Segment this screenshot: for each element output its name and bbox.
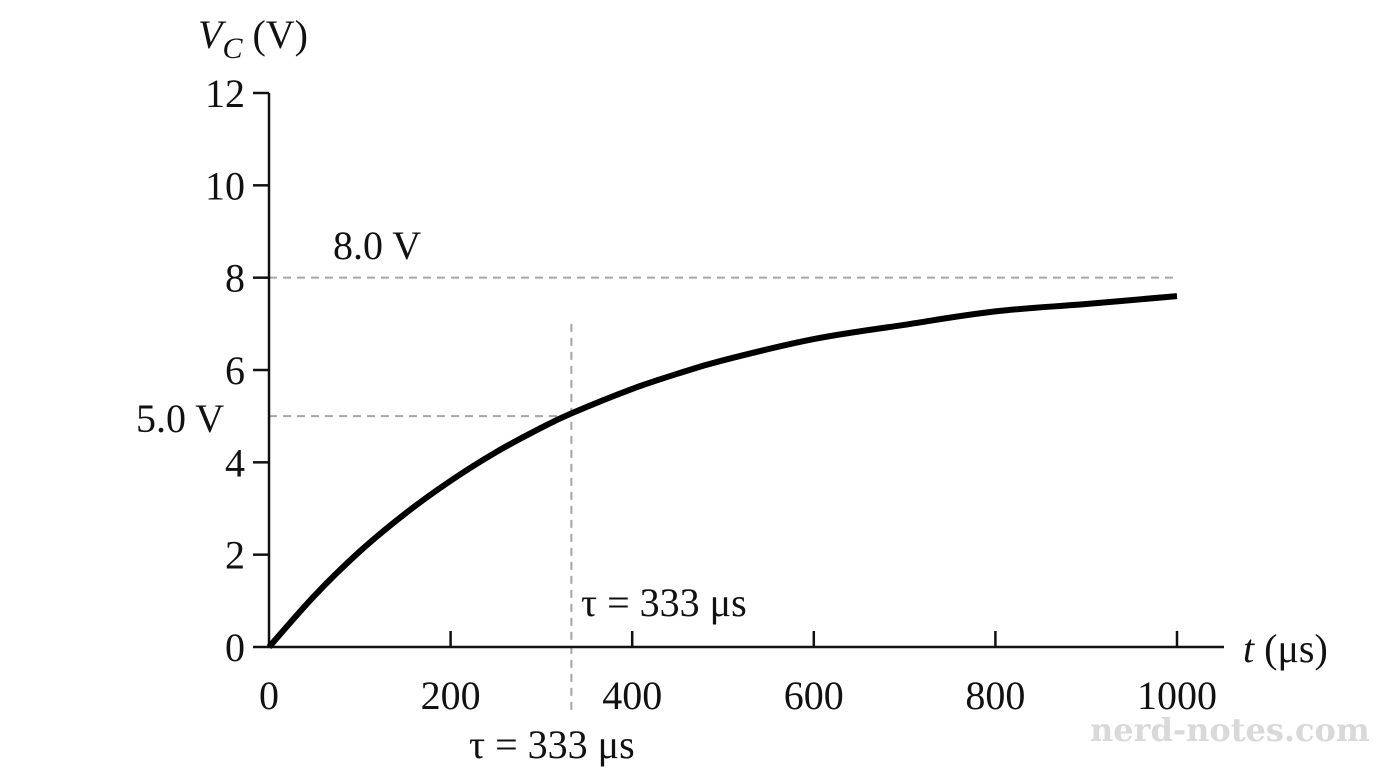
x-tick-label: 600 [784,673,844,718]
annotation-tau-upper: τ = 333 μs [581,580,747,625]
annotation-tau-lower: τ = 333 μs [469,722,635,767]
y-tick-label: 12 [205,71,245,116]
y-ticks: 0 2 4 6 8 10 12 [205,71,269,670]
x-ticks: 0 200 400 600 800 1000 [259,631,1217,718]
y-axis-subscript: C [222,32,243,65]
y-tick-label: 2 [225,533,245,578]
y-tick-label: 10 [205,163,245,208]
annotation-5v: 5.0 V [136,396,224,441]
x-axis-unit: (μs) [1254,626,1328,671]
y-axis-unit: (V) [242,12,308,57]
watermark: nerd-notes.com [1090,711,1370,749]
x-tick-label: 200 [421,673,481,718]
y-tick-label: 4 [225,440,245,485]
x-tick-label: 0 [259,673,279,718]
annotation-8v: 8.0 V [333,223,421,268]
x-axis-var: t [1243,626,1255,671]
y-axis-title: VC (V) [198,12,308,65]
series-line [266,293,1178,649]
x-tick-label: 800 [965,673,1025,718]
y-tick-label: 6 [225,348,245,393]
x-tick-label: 400 [602,673,662,718]
x-tick-label: 1000 [1137,673,1217,718]
x-axis-title: t (μs) [1243,626,1328,671]
y-axis-var: V [198,12,227,57]
y-tick-label: 8 [225,256,245,301]
y-tick-label: 0 [225,625,245,670]
